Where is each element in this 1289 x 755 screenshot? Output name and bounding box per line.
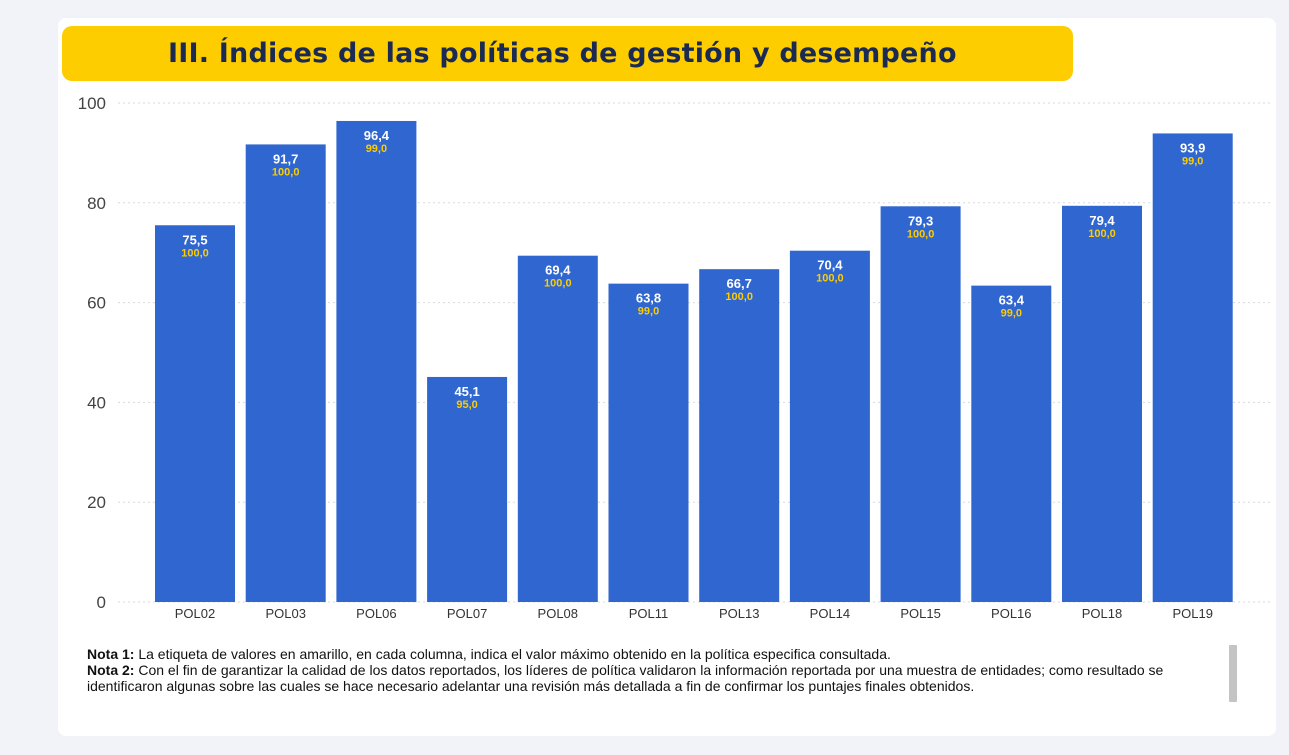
x-tick-label: POL18 (1082, 606, 1122, 621)
y-tick-label: 0 (97, 593, 106, 612)
notes-scrollbar[interactable] (1229, 645, 1237, 702)
data-label: 96,4 (364, 128, 390, 143)
x-tick-label: POL08 (538, 606, 578, 621)
max-value-label: 99,0 (1001, 308, 1022, 320)
data-label: 93,9 (1180, 140, 1205, 155)
x-tick-label: POL16 (991, 606, 1031, 621)
bar (245, 144, 326, 603)
x-tick-label: POL03 (265, 606, 305, 621)
data-label: 63,4 (999, 293, 1025, 308)
note-1: Nota 1: La etiqueta de valores en amaril… (87, 646, 1227, 662)
x-tick-label: POL13 (719, 606, 759, 621)
max-value-label: 100,0 (272, 166, 300, 178)
data-label: 79,4 (1089, 213, 1115, 228)
bar (1062, 205, 1142, 602)
data-label: 79,3 (908, 213, 933, 228)
y-tick-label: 40 (87, 393, 106, 412)
x-tick-label: POL07 (447, 606, 487, 621)
y-tick-label: 100 (78, 94, 106, 113)
note-1-text: La etiqueta de valores en amarillo, en c… (134, 646, 891, 662)
data-label: 69,4 (545, 263, 571, 278)
bar (971, 285, 1052, 602)
bar (155, 225, 235, 602)
x-tick-label: POL11 (629, 606, 669, 621)
bar (608, 283, 689, 602)
notes: Nota 1: La etiqueta de valores en amaril… (87, 646, 1227, 694)
max-value-label: 100,0 (907, 228, 935, 240)
max-value-label: 100,0 (181, 247, 209, 259)
data-label: 70,4 (817, 258, 843, 273)
max-value-label: 100,0 (544, 278, 572, 290)
title-banner: III. Índices de las políticas de gestión… (62, 26, 1073, 81)
max-value-label: 99,0 (1182, 155, 1203, 167)
max-value-label: 100,0 (1088, 228, 1116, 240)
bar (789, 250, 870, 603)
max-value-label: 99,0 (366, 143, 387, 155)
x-tick-label: POL06 (356, 606, 396, 621)
max-value-label: 95,0 (456, 399, 477, 411)
data-label: 66,7 (727, 276, 752, 291)
y-tick-label: 60 (87, 294, 106, 313)
max-value-label: 100,0 (725, 291, 753, 303)
y-tick-label: 80 (87, 194, 106, 213)
max-value-label: 99,0 (638, 306, 659, 318)
data-label: 63,8 (636, 291, 661, 306)
x-tick-label: POL19 (1172, 606, 1212, 621)
bar (1152, 133, 1233, 602)
data-label: 45,1 (454, 384, 479, 399)
note-2-text: Con el fin de garantizar la calidad de l… (87, 662, 1164, 694)
max-value-label: 100,0 (816, 273, 844, 285)
note-1-label: Nota 1: (87, 646, 135, 662)
bar (427, 376, 508, 602)
x-tick-label: POL14 (810, 606, 850, 621)
page-title: III. Índices de las políticas de gestión… (168, 38, 957, 69)
data-label: 91,7 (273, 151, 298, 166)
bar-chart: 02040608010075,5100,0POL0291,7100,0POL03… (78, 94, 1270, 621)
note-2-label: Nota 2: (87, 662, 135, 678)
bar (699, 269, 780, 602)
bar (517, 255, 598, 602)
note-2: Nota 2: Con el fin de garantizar la cali… (87, 662, 1227, 694)
bar (336, 120, 417, 603)
data-label: 75,5 (182, 232, 207, 247)
x-tick-label: POL02 (175, 606, 215, 621)
y-tick-label: 20 (87, 493, 106, 512)
x-tick-label: POL15 (900, 606, 940, 621)
bar (880, 206, 961, 602)
